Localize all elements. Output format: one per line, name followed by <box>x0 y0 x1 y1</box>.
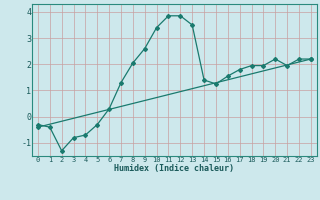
X-axis label: Humidex (Indice chaleur): Humidex (Indice chaleur) <box>115 164 234 173</box>
